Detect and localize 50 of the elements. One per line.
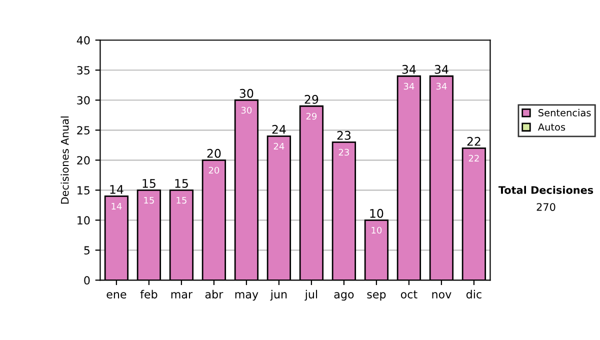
total-label: 30 xyxy=(240,88,254,98)
data-label: 20 xyxy=(208,166,220,174)
total-label: 15 xyxy=(175,179,188,188)
x-tick-label: oct xyxy=(400,290,418,298)
total-label: 22 xyxy=(467,136,480,146)
data-label: 29 xyxy=(306,112,317,120)
total-label: 10 xyxy=(370,208,384,218)
total-label: 14 xyxy=(110,185,124,194)
x-tick-label: ene xyxy=(106,292,126,298)
y-tick-label: 5 xyxy=(84,246,90,255)
x-tick-label: abr xyxy=(205,290,224,298)
x-tick-label: jun xyxy=(270,290,287,301)
x-tick-label: feb xyxy=(140,290,158,298)
data-label: 15 xyxy=(176,196,186,204)
total-label: 24 xyxy=(272,124,286,134)
text: Total Decisiones xyxy=(498,186,594,194)
y-tick-label: 20 xyxy=(77,156,90,165)
total-label: 34 xyxy=(434,64,448,74)
total-label: 34 xyxy=(402,64,416,74)
y-tick-label: 30 xyxy=(77,96,90,105)
x-tick-label: may xyxy=(235,292,258,301)
y-tick-label: 40 xyxy=(76,36,90,44)
y-tick-label: 15 xyxy=(78,186,90,195)
data-label: 10 xyxy=(372,226,382,234)
x-tick-label: dic xyxy=(466,290,482,298)
data-label: 22 xyxy=(468,154,479,162)
x-tick-label: mar xyxy=(171,292,193,298)
data-label: 15 xyxy=(144,196,154,204)
total-label: 23 xyxy=(337,130,351,140)
x-tick-label: ago xyxy=(334,292,354,301)
legend-label: Sentencias xyxy=(538,108,591,116)
x-tick-label: jul xyxy=(304,290,318,301)
y-tick-label: 35 xyxy=(77,66,90,75)
legend-label: Autos xyxy=(538,123,566,131)
data-label: 24 xyxy=(274,142,284,150)
total-label: 29 xyxy=(304,94,318,104)
data-label: 30 xyxy=(241,106,252,114)
total-label: 15 xyxy=(142,179,156,188)
x-tick-label: nov xyxy=(432,292,452,298)
text: 270 xyxy=(536,203,556,211)
y-axis-title: Decisiones Anual xyxy=(60,116,69,204)
data-label: 34 xyxy=(404,82,414,90)
y-tick-label: 25 xyxy=(77,126,90,135)
data-label: 23 xyxy=(338,148,349,156)
data-label: 34 xyxy=(436,82,447,90)
total-label: 20 xyxy=(207,148,221,158)
x-tick-label: sep xyxy=(367,292,386,301)
y-tick-label: 0 xyxy=(84,276,90,285)
data-label: 14 xyxy=(112,202,122,210)
y-tick-label: 10 xyxy=(78,216,90,225)
